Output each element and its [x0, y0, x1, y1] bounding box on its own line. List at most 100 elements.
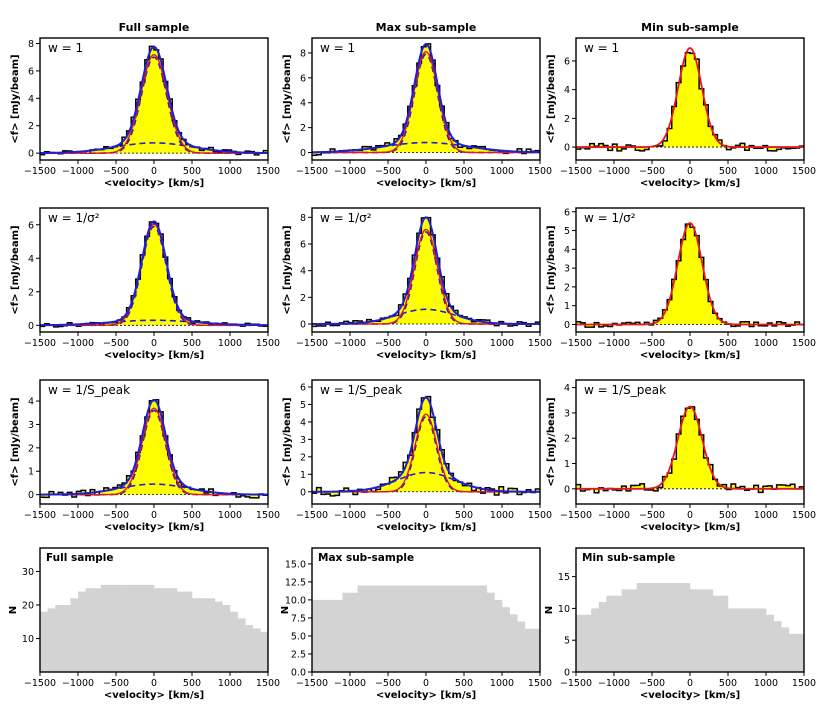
x-tick-label: −1000	[334, 338, 366, 349]
spectrum-fill	[576, 406, 804, 489]
x-tick-label: 500	[183, 678, 201, 689]
count-bar	[606, 595, 615, 672]
count-bar	[222, 604, 231, 672]
plot-area	[312, 585, 540, 672]
spectrum-bin-negative	[767, 147, 773, 151]
x-tick-label: 1000	[754, 510, 778, 521]
count-bar	[433, 585, 442, 672]
weight-label: w = 1	[320, 41, 355, 55]
count-bar	[781, 627, 790, 672]
y-tick-label: 15.0	[285, 559, 306, 570]
y-tick-label: 4	[28, 254, 34, 265]
count-bar	[395, 585, 404, 672]
y-tick-label: 10	[558, 604, 570, 615]
x-tick-label: 0	[423, 166, 429, 177]
y-tick-label: 2	[28, 443, 34, 454]
count-bar	[682, 582, 691, 672]
plot-area	[576, 582, 804, 672]
y-tick-label: 3	[300, 435, 306, 446]
y-tick-label: 5	[564, 226, 570, 237]
count-bar	[502, 607, 510, 672]
x-tick-label: 500	[455, 166, 473, 177]
y-tick-label: 0	[564, 484, 570, 495]
y-tick-label: 5.0	[291, 631, 306, 642]
x-tick-label: 1000	[490, 166, 514, 177]
y-tick-label: 6	[300, 382, 306, 393]
total-fit-curve	[312, 43, 540, 154]
x-tick-label: −1000	[598, 678, 630, 689]
spectrum-bin-negative	[494, 491, 499, 496]
plot-area	[576, 405, 804, 494]
spectrum-fill	[40, 46, 268, 154]
count-bar	[372, 585, 381, 672]
y-tick-label: 15	[558, 572, 570, 583]
spectrum-bin-negative	[639, 147, 645, 151]
count-bar	[199, 598, 208, 672]
y-axis-label: <f> [mJy/beam]	[546, 397, 557, 486]
weight-label: w = 1/S_peak	[584, 383, 666, 397]
x-axis-label: <velocity> [km/s]	[640, 522, 740, 533]
y-tick-label: 6	[564, 56, 570, 67]
plot-area	[576, 47, 804, 152]
spectrum-fill	[312, 217, 540, 324]
y-axis-label: <f> [mJy/beam]	[546, 225, 557, 314]
x-tick-label: 500	[719, 510, 737, 521]
y-tick-label: 0	[28, 321, 34, 332]
count-bar	[93, 588, 102, 672]
single-gaussian-curve	[312, 50, 540, 154]
spectrum-step	[576, 223, 804, 328]
total-fit-curve	[40, 45, 268, 155]
x-tick-label: −1500	[296, 338, 328, 349]
spectrum-bin-negative	[334, 491, 340, 496]
y-tick-label: 1	[564, 301, 570, 312]
count-bar	[237, 618, 246, 672]
spectrum-bin-negative	[744, 147, 750, 151]
x-tick-label: 500	[455, 338, 473, 349]
spectrum-bin-negative	[644, 147, 649, 150]
count-bar	[410, 585, 419, 672]
count-bar	[40, 611, 48, 672]
spectrum-bin-negative	[626, 488, 631, 491]
count-bar	[230, 611, 238, 672]
count-bar	[697, 589, 706, 672]
count-bar	[342, 592, 351, 672]
y-tick-label: 6	[28, 220, 34, 231]
single-gaussian-curve	[576, 47, 804, 148]
x-axis-label: <velocity> [km/s]	[376, 690, 476, 701]
x-tick-label: 0	[423, 338, 429, 349]
y-axis-label: N	[8, 606, 19, 614]
plot-area	[312, 216, 540, 328]
y-tick-label: 4	[564, 245, 570, 256]
count-bar	[674, 582, 683, 672]
plot-area	[40, 45, 268, 156]
y-tick-label: 4	[28, 94, 34, 105]
spectrum-bin-negative	[772, 147, 777, 151]
count-bar	[116, 584, 124, 672]
x-tick-label: −1500	[24, 166, 56, 177]
count-bar	[184, 591, 193, 672]
count-bar	[705, 589, 714, 672]
x-tick-label: 0	[151, 678, 157, 689]
spectrum-step	[576, 51, 804, 152]
count-bar	[479, 585, 488, 672]
chart-panel: w = 1 <f> [mJy/beam] −1500 −1000 −500 0 500 100…	[10, 37, 280, 189]
count-bar	[750, 608, 759, 672]
spectrum-bin-negative	[526, 324, 531, 327]
y-tick-label: 7.5	[291, 613, 306, 624]
count-bar	[788, 633, 797, 672]
y-tick-label: 2	[564, 114, 570, 125]
y-tick-label: 0	[300, 148, 306, 159]
count-bar	[591, 608, 600, 672]
count-bar	[312, 599, 320, 672]
chart-panel: w = 1/σ² <f> [mJy/beam] −1500 −1000 −500 0 500…	[282, 207, 552, 361]
x-tick-label: 0	[151, 338, 157, 349]
count-bar	[486, 592, 495, 672]
count-bar	[334, 599, 343, 672]
x-tick-label: −1500	[560, 678, 592, 689]
y-tick-label: 4	[300, 98, 306, 109]
plot-area	[312, 43, 540, 156]
count-bar	[644, 582, 653, 672]
weight-label: w = 1/S_peak	[48, 383, 130, 397]
chart-panel: w = 1/σ² <f> [mJy/beam] −1500 −1000 −500 0 500…	[10, 207, 280, 361]
y-tick-label: 3	[28, 420, 34, 431]
